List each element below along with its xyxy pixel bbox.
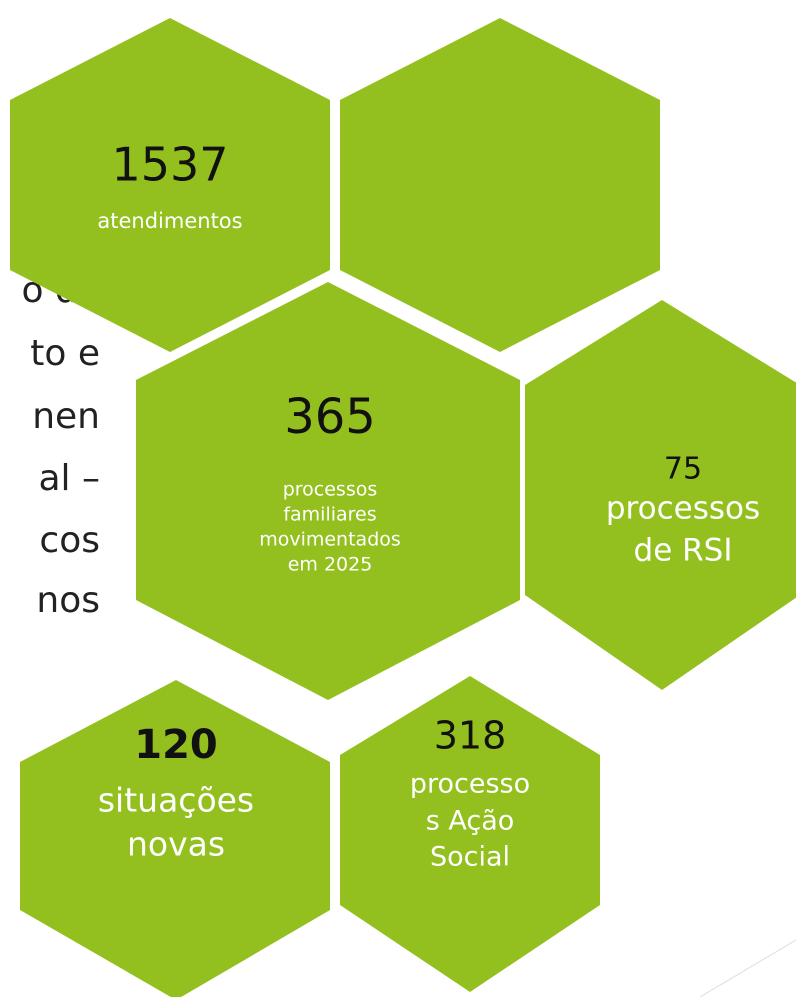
- hex-label: Social: [430, 842, 510, 873]
- hex-label: familiares: [283, 504, 376, 526]
- hex-value: 365: [284, 389, 376, 445]
- hex-value: 120: [134, 722, 218, 768]
- hex-label: situações: [98, 781, 254, 820]
- hex-label: em 2025: [288, 554, 373, 576]
- hexagon: [525, 300, 796, 690]
- hex-value: 318: [434, 714, 507, 758]
- text-line: cos: [39, 520, 100, 561]
- text-line: to e: [30, 333, 100, 374]
- hex-label: de RSI: [634, 533, 733, 569]
- hexagon: [20, 680, 330, 997]
- text-line: al –: [38, 458, 100, 499]
- hex-label: processos: [606, 491, 760, 527]
- hex-label: movimentados: [259, 529, 401, 551]
- text-line: nen: [32, 396, 100, 437]
- hex-label: processos: [283, 479, 378, 501]
- hexagon: [340, 18, 660, 352]
- text-line: nos: [36, 580, 100, 621]
- hexagon: [340, 676, 600, 992]
- hexagon: [10, 18, 330, 352]
- hex-label: s Ação: [426, 806, 515, 837]
- decor-line: [699, 939, 796, 997]
- hex-label: processo: [410, 769, 530, 800]
- background-text: o de to e nen al – cos nos: [22, 270, 100, 621]
- hex-label: atendimentos: [97, 209, 242, 233]
- hexagon: [136, 282, 520, 700]
- hex-label: novas: [127, 825, 225, 864]
- hex-value: 75: [664, 452, 702, 487]
- hex-value: 1537: [111, 138, 228, 192]
